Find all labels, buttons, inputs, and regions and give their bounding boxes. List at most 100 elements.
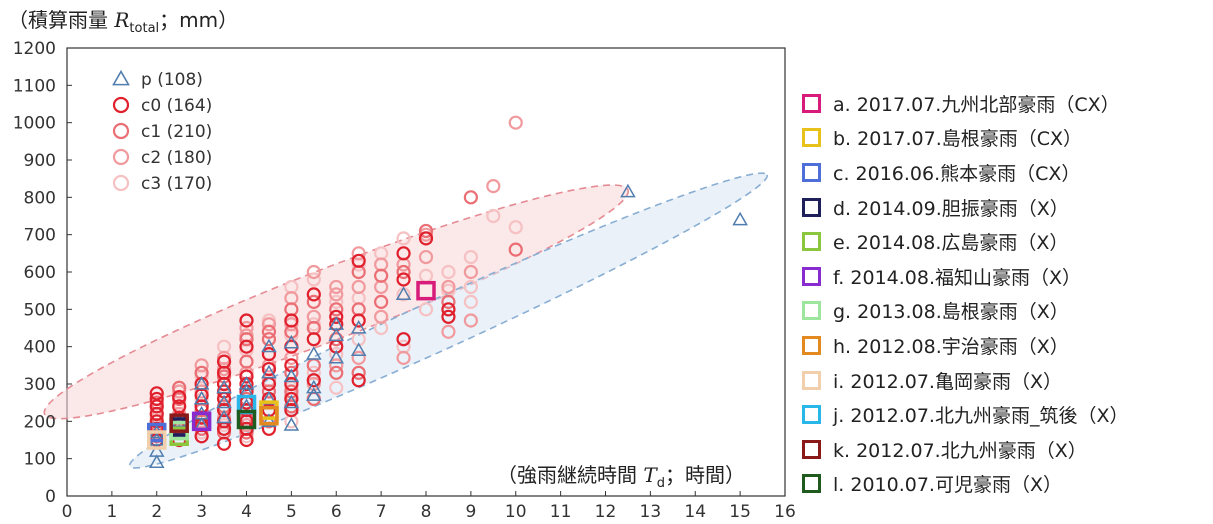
y-tick-label: 300 [24,375,56,395]
y-tick-label: 900 [24,151,56,171]
y-tick-label: 500 [24,300,56,320]
data-point-circle [194,358,209,373]
data-point-circle [351,350,366,365]
event-legend-item: l. 2010.07.可児豪雨（X） [802,467,1128,502]
y-axis-label: （積算雨量 Rtotal；mm） [8,8,239,36]
data-point-circle [306,272,321,287]
x-tick-label: 11 [550,502,572,522]
event-label: j. 2012.07.北九州豪雨_筑後（X） [833,405,1129,428]
x-tick-label: 2 [151,502,162,522]
event-label: c. 2016.06.熊本豪雨（CX） [833,162,1081,185]
event-legend-item: c. 2016.06.熊本豪雨（CX） [802,155,1128,190]
data-point-circle [463,313,478,328]
data-point-triangle [216,394,232,409]
event-legend-item: a. 2017.07.九州北部豪雨（CX） [802,86,1128,121]
data-point-circle [172,399,187,414]
data-point-triangle [216,379,232,394]
legend-label: c3 (170) [141,174,212,194]
data-point-circle [486,208,501,224]
event-swatch [802,439,821,459]
data-point-circle [306,294,321,309]
data-point-circle [261,347,277,362]
event-swatch [802,266,821,286]
x-axis-label: （強雨継続時間 Td；時間） [497,463,745,491]
event-label: g. 2013.08.島根豪雨（X） [833,301,1069,324]
data-point-circle [329,365,344,380]
data-point-circle [239,332,254,347]
data-point-circle [172,380,187,395]
event-legend-item: g. 2013.08.島根豪雨（X） [802,294,1128,329]
event-swatch [802,128,821,148]
event-swatch [802,232,821,252]
event-marker [191,411,212,432]
legend-marker-circle [112,122,130,140]
data-point-circle [463,190,478,205]
data-point-circle [441,309,456,324]
x-tick-label: 5 [286,502,297,522]
data-point-circle [284,313,299,328]
data-point-circle [463,279,478,295]
data-point-circle [463,264,478,280]
data-point-triangle [261,413,277,427]
data-point-circle [329,287,344,302]
data-point-circle [149,386,164,401]
event-legend-item: b. 2017.07.島根豪雨（CX） [802,121,1128,156]
data-point-circle [306,373,321,388]
ellipse-c [43,184,630,420]
legend-marker-triangle [112,69,130,86]
legend-label: c2 (180) [141,148,212,168]
data-point-triangle [283,417,300,431]
y-tick-label: 400 [24,338,56,358]
event-swatch [802,405,821,425]
y-tick-label: 700 [24,226,56,246]
data-point-circle [306,287,321,302]
data-point-circle [351,373,366,388]
y-tick-label: 600 [24,263,56,283]
data-point-circle [396,332,411,347]
data-point-circle [351,246,366,261]
data-point-circle [351,253,366,268]
data-point-triangle [148,454,165,469]
event-legend: a. 2017.07.九州北部豪雨（CX） b. 2017.07.島根豪雨（CX）… [802,86,1128,501]
legend-marker-circle [112,96,130,114]
legend-label: p (108) [141,70,203,90]
x-tick-label: 12 [595,502,617,522]
data-point-circle [508,242,523,257]
x-tick-label: 4 [241,502,252,522]
event-label: e. 2014.08.広島豪雨（X） [833,232,1069,255]
marker-legend: p (108) c0 (164) c1 (210) c2 (180) c3 (170) [112,69,212,194]
event-legend-item: f. 2014.08.福知山豪雨（X） [802,259,1128,294]
x-tick-label: 14 [684,502,706,522]
y-tick-label: 1200 [13,39,56,59]
x-tick-label: 7 [376,502,387,522]
data-point-circle [261,384,277,399]
data-point-triangle [395,286,412,301]
data-point-circle [261,317,277,332]
event-label: a. 2017.07.九州北部豪雨（CX） [833,93,1120,116]
x-tick-label: 6 [331,502,342,522]
data-point-circle [418,249,434,265]
data-point-circle [351,279,366,295]
x-tick-label: 16 [774,502,796,522]
data-point-circle [508,115,523,130]
y-tick-label: 800 [24,188,56,208]
event-legend-item: j. 2012.07.北九州豪雨_筑後（X） [802,397,1128,432]
event-marker [259,405,279,426]
event-label: l. 2010.07.可児豪雨（X） [833,474,1062,497]
event-label: f. 2014.08.福知山豪雨（X） [833,266,1082,289]
y-tick-label: 1100 [13,76,56,96]
data-point-triangle [216,409,232,424]
event-label: i. 2012.07.亀岡豪雨（X） [833,370,1062,393]
data-point-circle [329,358,344,373]
data-point-circle [261,324,277,339]
data-point-circle [216,436,232,451]
data-point-triangle [261,338,277,353]
data-point-triangle [620,183,636,198]
legend-label: c1 (210) [141,122,212,142]
data-point-triangle [732,211,748,226]
data-point-circle [441,279,456,295]
data-point-triangle [328,327,345,342]
event-label: h. 2012.08.宇治豪雨（X） [833,335,1069,358]
data-point-circle [216,354,232,369]
legend-marker-circle [112,174,130,192]
